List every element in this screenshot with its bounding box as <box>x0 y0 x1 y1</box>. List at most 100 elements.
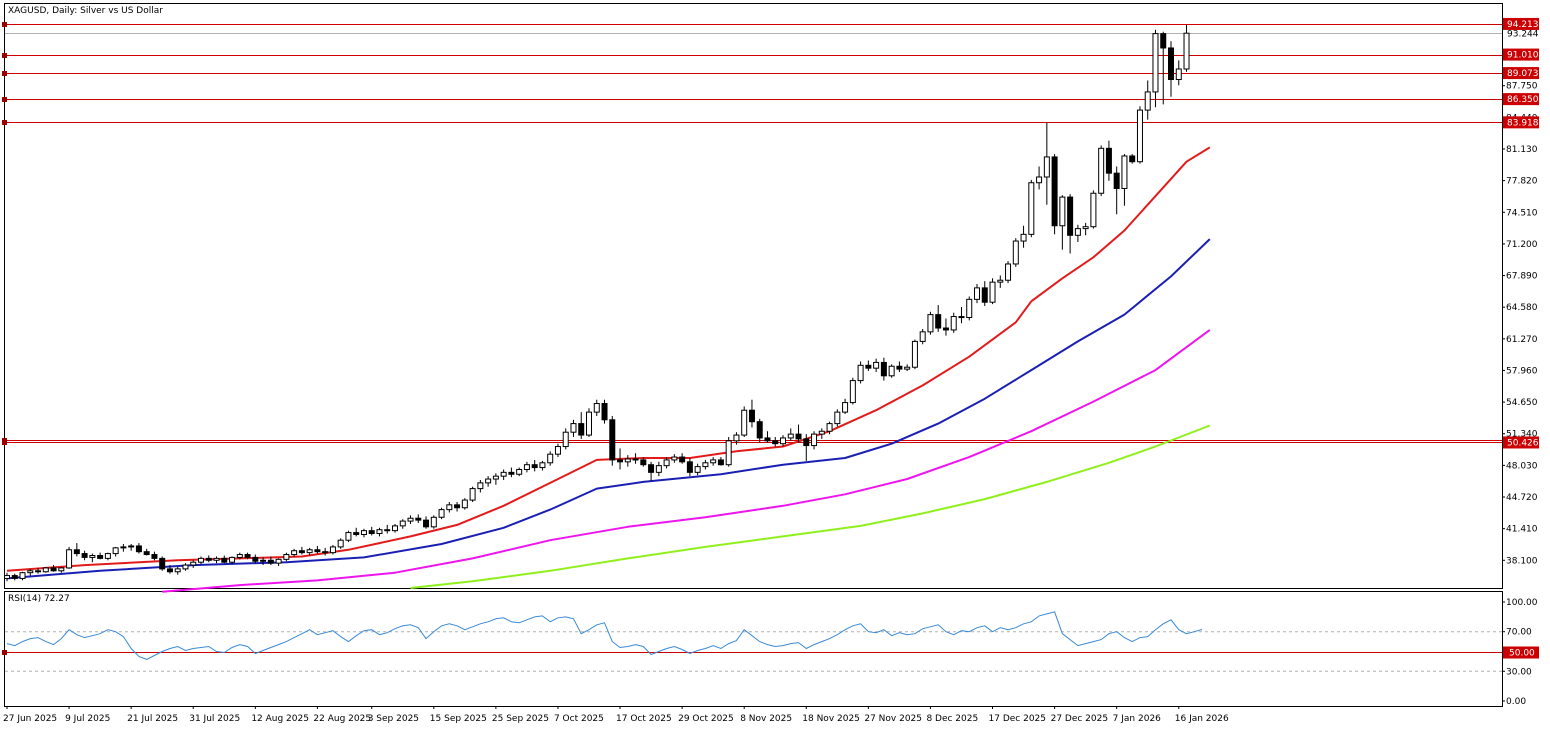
candle <box>58 566 65 573</box>
candle-body-bull <box>725 440 732 466</box>
candle <box>1121 154 1128 206</box>
time-tick-label: 9 Jul 2025 <box>65 714 110 724</box>
candle-body-bear <box>508 471 515 475</box>
candle-body-bear <box>958 316 965 319</box>
candle-body-bull <box>275 558 282 564</box>
price-pane-frame <box>4 3 1503 589</box>
candle <box>244 552 251 560</box>
candle <box>741 406 748 437</box>
candle-body-bear <box>415 517 422 521</box>
candle-body-bull <box>1059 196 1066 227</box>
price-axis: 87.75084.44081.13077.82074.51071.20067.8… <box>1502 82 1538 566</box>
candle-body-bull <box>1183 32 1190 70</box>
candle-body-bear <box>267 559 274 564</box>
price-box <box>1503 67 1539 80</box>
time-tick-label: 29 Oct 2025 <box>678 714 734 724</box>
candle-body-bull <box>1082 226 1089 230</box>
candle-body-bull <box>376 529 383 535</box>
price-tick-label: 44.720 <box>1506 493 1538 503</box>
price-box <box>1503 17 1539 30</box>
time-tick-label: 3 Sep 2025 <box>368 714 419 724</box>
price-box-label: 83.918 <box>1507 118 1539 128</box>
candle <box>935 305 942 332</box>
candle <box>1059 195 1066 250</box>
candle <box>586 408 592 437</box>
candle <box>27 568 34 576</box>
candle-body-bear <box>1129 155 1136 163</box>
candle <box>1043 122 1050 205</box>
price-box-label: 91.010 <box>1507 51 1539 61</box>
candle <box>834 409 841 427</box>
candle-body-bull <box>834 411 841 425</box>
candle-body-bear <box>151 554 158 559</box>
candle <box>694 463 701 476</box>
candle <box>578 412 585 439</box>
candle <box>896 361 903 372</box>
candle-body-bear <box>865 364 872 369</box>
candle <box>787 428 794 441</box>
ma-long-line <box>410 424 1211 589</box>
candle-body-bull <box>392 525 398 532</box>
candle-body-bear <box>803 438 810 447</box>
candle-body-bear <box>73 549 80 555</box>
price-tick-label: 41.410 <box>1506 525 1538 535</box>
candle <box>81 550 88 561</box>
candle-body-bull <box>888 365 895 377</box>
candle <box>50 565 57 572</box>
candle-body-bull <box>849 380 856 404</box>
candle <box>554 443 561 458</box>
candle-body-bull <box>586 411 592 436</box>
candle <box>648 461 655 481</box>
candle <box>795 424 802 443</box>
candle <box>267 556 274 566</box>
candle-body-bull <box>624 458 631 463</box>
candle <box>384 524 391 534</box>
candle <box>260 557 267 566</box>
price-labels: 94.213 91.010 89.073 86.350 83.918 50.426 93.2… <box>1503 17 1539 449</box>
candle-body-bull <box>89 555 96 558</box>
candle <box>570 419 577 437</box>
candle-body-bull <box>1020 233 1027 242</box>
candle <box>531 459 538 472</box>
price-tick-label: 71.200 <box>1506 240 1538 250</box>
candle-body-bull <box>974 287 980 300</box>
candle-body-bear <box>795 433 802 440</box>
candle-body-bull <box>919 331 926 342</box>
candle-body-bull <box>42 567 49 573</box>
candle-body-bull <box>174 568 181 573</box>
candle <box>19 571 26 581</box>
candle <box>213 556 220 564</box>
candle-body-bull <box>1144 91 1151 111</box>
candle <box>1105 140 1112 181</box>
candle-body-bear <box>531 464 538 469</box>
candle-body-bull <box>818 430 825 435</box>
candle-body-bull <box>539 462 546 469</box>
candle-body-bear <box>1105 147 1112 174</box>
rsi-tick-label: 30.00 <box>1506 667 1532 677</box>
candle-body-bull <box>1005 263 1012 281</box>
candle-body-bull <box>997 279 1004 283</box>
time-tick-label: 12 Aug 2025 <box>251 714 309 724</box>
candle <box>454 501 461 512</box>
candle-body-bull <box>663 459 670 467</box>
candle-body-bull <box>1074 228 1081 236</box>
candle-body-bull <box>523 464 530 470</box>
candle <box>888 364 895 378</box>
candle-body-bull <box>547 453 554 464</box>
candle-body-bull <box>911 340 918 368</box>
candle-body-bear <box>166 568 173 573</box>
candle <box>314 545 321 554</box>
level-marker <box>2 71 7 76</box>
price-tick-label: 48.030 <box>1506 461 1538 471</box>
candle-body-bull <box>694 466 701 473</box>
candle-body-bull <box>671 456 678 461</box>
time-tick-label: 22 Aug 2025 <box>313 714 371 724</box>
candle-body-bull <box>554 446 561 455</box>
candle-body-bull <box>1043 156 1050 178</box>
candle <box>508 467 515 478</box>
candle-body-bull <box>112 547 119 555</box>
price-tick-label: 74.510 <box>1506 208 1538 218</box>
candle-body-bull <box>857 364 864 382</box>
